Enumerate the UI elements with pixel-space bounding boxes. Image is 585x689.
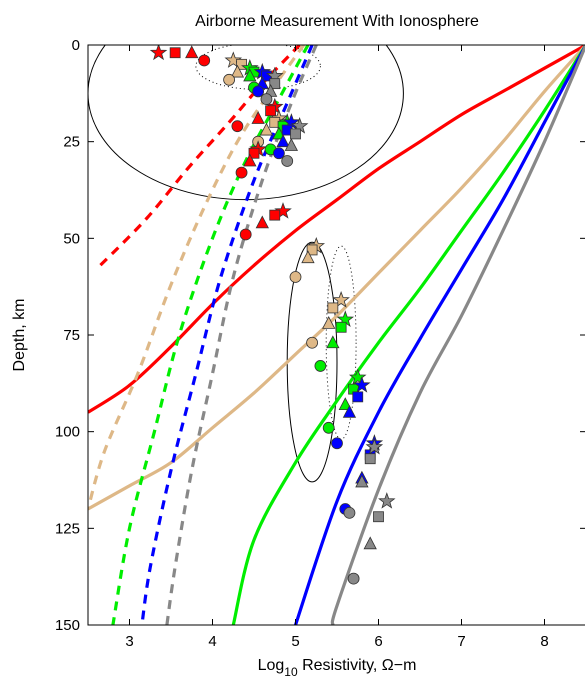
- marker-triangle-gray: [363, 536, 377, 550]
- marker-triangle-green: [326, 335, 340, 349]
- marker-star-green: [348, 368, 367, 385]
- marker-circle-blue: [252, 85, 265, 98]
- marker-square-red: [169, 47, 181, 59]
- confidence-ellipse: [325, 245, 357, 440]
- y-tick-label: 0: [72, 37, 80, 54]
- marker-triangle-tan: [259, 122, 274, 136]
- marker-circle-tan: [223, 73, 236, 86]
- x-axis-label-prefix: Log: [258, 657, 285, 674]
- marker-circle-gray: [343, 506, 356, 519]
- marker-circle-gray: [281, 155, 294, 167]
- y-axis-label: Depth, km: [11, 299, 28, 372]
- x-tick-label: 4: [208, 633, 216, 650]
- marker-square-tan: [327, 302, 339, 314]
- model-curve-red-solid: [88, 45, 585, 414]
- y-tick-label: 50: [63, 230, 80, 247]
- marker-triangle-green: [338, 397, 352, 411]
- marker-square-red: [265, 105, 277, 117]
- marker-square-blue: [352, 391, 364, 403]
- x-tick-label: 7: [457, 633, 465, 650]
- model-curve-green-solid: [231, 45, 585, 625]
- x-axis-label-suffix: Resistivity, Ω−m: [298, 657, 417, 674]
- marker-triangle-green: [243, 68, 257, 82]
- marker-square-gray: [364, 453, 376, 465]
- marker-square-gray: [269, 78, 281, 90]
- y-tick-label: 125: [55, 520, 80, 537]
- marker-star-gray: [378, 492, 396, 509]
- marker-circle-gray: [260, 93, 273, 106]
- marker-circle-green: [322, 421, 335, 434]
- plot-area: [88, 45, 585, 625]
- x-tick-label: 6: [374, 633, 382, 650]
- marker-triangle-tan: [301, 250, 315, 264]
- marker-square-gray: [373, 511, 384, 523]
- model-curve-green-dashed: [111, 45, 310, 625]
- marker-triangle-red: [255, 215, 269, 229]
- marker-star-gray: [365, 437, 384, 455]
- marker-triangle-tan: [322, 316, 336, 329]
- marker-circle-blue: [331, 437, 343, 450]
- model-curve-gray-solid: [330, 45, 585, 625]
- chart-title: Airborne Measurement With Ionosphere: [195, 13, 479, 30]
- marker-square-tan: [306, 244, 318, 256]
- marker-circle-red: [198, 54, 211, 67]
- x-axis-label: Log10 Resistivity, Ω−m: [258, 657, 417, 679]
- x-tick-label: 5: [291, 633, 299, 650]
- marker-square-green: [335, 321, 347, 333]
- y-tick-label: 150: [55, 617, 80, 634]
- marker-square-tan: [236, 58, 247, 70]
- marker-triangle-blue: [342, 404, 357, 418]
- marker-circle-red: [231, 120, 244, 133]
- marker-triangle-gray: [284, 138, 299, 151]
- x-axis-label-subscript: 10: [284, 665, 298, 679]
- marker-circle-tan: [306, 336, 319, 349]
- marker-circle-green: [314, 360, 327, 372]
- marker-circle-blue: [272, 147, 285, 160]
- marker-triangle-red: [185, 45, 199, 59]
- model-curve-blue-solid: [293, 45, 585, 625]
- marker-star-tan: [332, 291, 350, 308]
- x-tick-label: 8: [540, 633, 548, 650]
- marker-star-red: [274, 202, 292, 219]
- marker-triangle-blue: [276, 134, 290, 148]
- marker-square-red: [269, 209, 281, 221]
- marker-triangle-tan: [230, 64, 245, 78]
- marker-square-red: [248, 147, 260, 159]
- confidence-ellipse: [195, 45, 321, 90]
- marker-circle-red: [235, 166, 248, 179]
- y-tick-label: 75: [63, 327, 80, 344]
- marker-star-red: [149, 45, 168, 61]
- marker-triangle-red: [243, 153, 257, 167]
- x-tick-label: 3: [125, 633, 133, 650]
- marker-circle-gray: [347, 572, 360, 585]
- marker-triangle-gray: [355, 474, 369, 488]
- marker-star-blue: [353, 376, 371, 393]
- marker-circle-tan: [289, 271, 302, 283]
- marker-star-tan: [224, 51, 243, 68]
- y-tick-label: 100: [55, 424, 80, 441]
- y-tick-label: 25: [63, 134, 80, 151]
- model-curve-tan-solid: [88, 45, 585, 511]
- marker-circle-red: [239, 228, 252, 241]
- axis-ticks: 3 4 5 6 7 8 0 25 50 75 100 125 150: [55, 37, 585, 650]
- marker-triangle-red: [251, 111, 265, 124]
- marker-square-gray: [290, 128, 301, 140]
